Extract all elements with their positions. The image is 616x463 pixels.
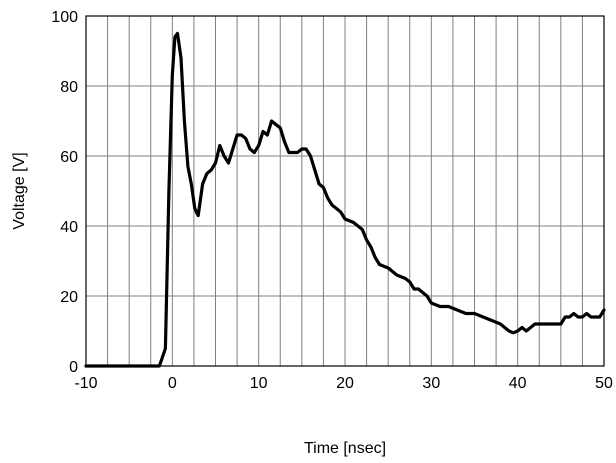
y-tick-label: 40 [60, 219, 78, 236]
plot-frame [85, 15, 605, 367]
x-tick-label: -10 [74, 375, 97, 392]
series-line [84, 31, 606, 368]
x-tick-label: 30 [422, 375, 440, 392]
y-tick-label: 20 [60, 289, 78, 306]
y-axis-title: Voltage [V] [11, 152, 28, 229]
y-tick-label: 100 [51, 9, 78, 26]
x-tick-label: 40 [509, 375, 527, 392]
x-tick-label: 50 [595, 375, 613, 392]
y-axis-tick-labels: 0 20 40 60 80 100 [51, 9, 78, 376]
y-tick-label: 0 [69, 359, 78, 376]
x-tick-label: 0 [168, 375, 177, 392]
y-tick-label: 60 [60, 149, 78, 166]
x-tick-label: 20 [336, 375, 354, 392]
x-tick-label: 10 [250, 375, 268, 392]
x-axis-tick-labels: -10 0 10 20 30 40 50 [74, 375, 613, 392]
y-tick-label: 80 [60, 79, 78, 96]
x-axis-title: Time [nsec] [304, 440, 386, 457]
